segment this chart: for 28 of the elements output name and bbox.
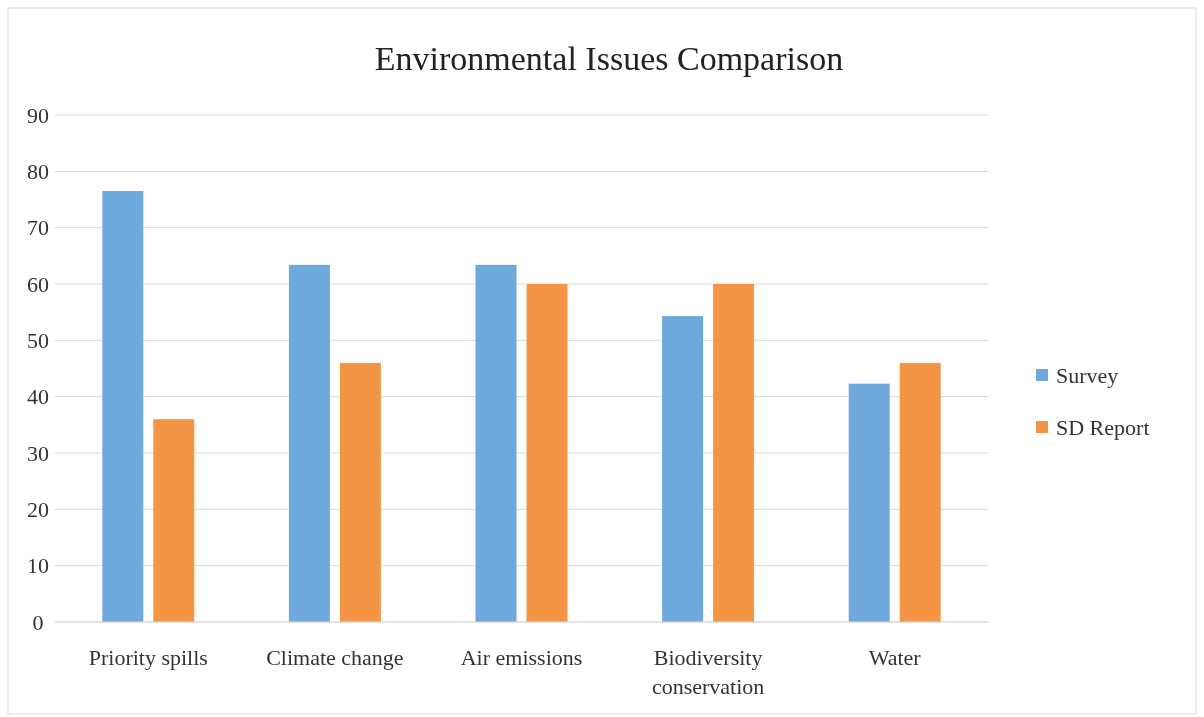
y-tick-label: 80	[27, 159, 49, 185]
bar	[662, 316, 704, 622]
y-tick-label: 20	[27, 497, 49, 523]
y-tick-label: 40	[27, 384, 49, 410]
x-tick-label: Climate change	[266, 645, 404, 670]
y-tick-label: 30	[27, 440, 49, 466]
x-tick-label: Water	[868, 645, 922, 670]
y-tick-label: 70	[27, 215, 49, 241]
y-tick-label: 90	[27, 102, 49, 128]
y-tick-label: 50	[27, 328, 49, 354]
y-tick-label: 0	[32, 609, 44, 635]
bar	[899, 362, 941, 622]
x-tick-label: Biodiversity conservation	[651, 645, 765, 699]
legend-label: Survey	[1056, 362, 1119, 388]
bar	[339, 362, 381, 622]
bar	[102, 191, 144, 622]
legend-label: SD Report	[1056, 414, 1150, 440]
bar	[288, 264, 330, 622]
x-tick-label: Priority spills	[88, 645, 208, 670]
bar	[526, 284, 568, 622]
x-tick-label: Air emissions	[460, 645, 583, 670]
chart-title: Environmental Issues Comparison	[374, 40, 844, 77]
bar	[848, 383, 890, 622]
y-tick-label: 10	[27, 553, 49, 579]
bar	[153, 419, 195, 622]
bar	[713, 284, 755, 622]
bar	[475, 264, 517, 622]
y-tick-label: 60	[27, 271, 49, 297]
